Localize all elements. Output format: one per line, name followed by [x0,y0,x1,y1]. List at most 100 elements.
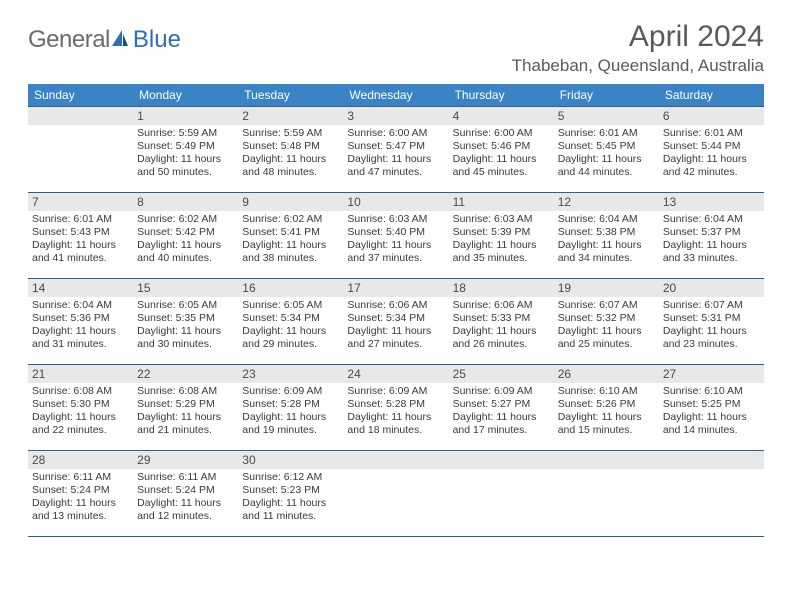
day-cell: 5Sunrise: 6:01 AMSunset: 5:45 PMDaylight… [554,107,659,193]
day-cell: 21Sunrise: 6:08 AMSunset: 5:30 PMDayligh… [28,365,133,451]
day-cell: 23Sunrise: 6:09 AMSunset: 5:28 PMDayligh… [238,365,343,451]
day-cell: 29Sunrise: 6:11 AMSunset: 5:24 PMDayligh… [133,451,238,537]
sunrise-text: Sunrise: 6:03 AM [453,213,550,226]
day-body: Sunrise: 6:04 AMSunset: 5:38 PMDaylight:… [554,211,659,270]
day-header-fri: Friday [554,84,659,107]
day-number: 1 [133,107,238,125]
day-body: Sunrise: 6:01 AMSunset: 5:43 PMDaylight:… [28,211,133,270]
location: Thabeban, Queensland, Australia [512,56,764,76]
sunrise-text: Sunrise: 6:09 AM [453,385,550,398]
sunset-text: Sunset: 5:43 PM [32,226,129,239]
daylight-text: Daylight: 11 hours and 34 minutes. [558,239,655,265]
day-cell: 10Sunrise: 6:03 AMSunset: 5:40 PMDayligh… [343,193,448,279]
day-cell: 19Sunrise: 6:07 AMSunset: 5:32 PMDayligh… [554,279,659,365]
day-number: 4 [449,107,554,125]
day-body: Sunrise: 6:09 AMSunset: 5:27 PMDaylight:… [449,383,554,442]
sunset-text: Sunset: 5:25 PM [663,398,760,411]
daylight-text: Daylight: 11 hours and 15 minutes. [558,411,655,437]
sunset-text: Sunset: 5:47 PM [347,140,444,153]
sunset-text: Sunset: 5:45 PM [558,140,655,153]
day-cell: 2Sunrise: 5:59 AMSunset: 5:48 PMDaylight… [238,107,343,193]
sunrise-text: Sunrise: 5:59 AM [137,127,234,140]
sunrise-text: Sunrise: 6:10 AM [558,385,655,398]
sunrise-text: Sunrise: 6:11 AM [32,471,129,484]
day-number: 22 [133,365,238,383]
day-number: 29 [133,451,238,469]
day-header-sat: Saturday [659,84,764,107]
sunset-text: Sunset: 5:29 PM [137,398,234,411]
sunrise-text: Sunrise: 6:05 AM [137,299,234,312]
daylight-text: Daylight: 11 hours and 23 minutes. [663,325,760,351]
day-number: 28 [28,451,133,469]
day-body: Sunrise: 6:07 AMSunset: 5:32 PMDaylight:… [554,297,659,356]
day-body: Sunrise: 6:02 AMSunset: 5:41 PMDaylight:… [238,211,343,270]
day-body: Sunrise: 6:08 AMSunset: 5:29 PMDaylight:… [133,383,238,442]
sunset-text: Sunset: 5:31 PM [663,312,760,325]
day-cell: 26Sunrise: 6:10 AMSunset: 5:26 PMDayligh… [554,365,659,451]
sail-icon [110,28,130,53]
header: General Blue April 2024 Thabeban, Queens… [28,20,764,76]
sunset-text: Sunset: 5:37 PM [663,226,760,239]
sunset-text: Sunset: 5:44 PM [663,140,760,153]
day-body: Sunrise: 6:11 AMSunset: 5:24 PMDaylight:… [133,469,238,528]
sunrise-text: Sunrise: 6:04 AM [558,213,655,226]
sunset-text: Sunset: 5:42 PM [137,226,234,239]
day-cell: 9Sunrise: 6:02 AMSunset: 5:41 PMDaylight… [238,193,343,279]
week-row: 28Sunrise: 6:11 AMSunset: 5:24 PMDayligh… [28,451,764,537]
sunrise-text: Sunrise: 6:05 AM [242,299,339,312]
day-cell: 14Sunrise: 6:04 AMSunset: 5:36 PMDayligh… [28,279,133,365]
sunrise-text: Sunrise: 5:59 AM [242,127,339,140]
day-number: 13 [659,193,764,211]
day-number: 24 [343,365,448,383]
day-body: Sunrise: 5:59 AMSunset: 5:49 PMDaylight:… [133,125,238,184]
sunset-text: Sunset: 5:38 PM [558,226,655,239]
daylight-text: Daylight: 11 hours and 26 minutes. [453,325,550,351]
day-cell: 30Sunrise: 6:12 AMSunset: 5:23 PMDayligh… [238,451,343,537]
day-body: Sunrise: 6:09 AMSunset: 5:28 PMDaylight:… [343,383,448,442]
day-cell: 25Sunrise: 6:09 AMSunset: 5:27 PMDayligh… [449,365,554,451]
sunrise-text: Sunrise: 6:08 AM [32,385,129,398]
sunset-text: Sunset: 5:35 PM [137,312,234,325]
logo-text-general: General [28,26,110,54]
day-body: Sunrise: 6:04 AMSunset: 5:37 PMDaylight:… [659,211,764,270]
day-number: 15 [133,279,238,297]
day-body: Sunrise: 6:12 AMSunset: 5:23 PMDaylight:… [238,469,343,528]
daylight-text: Daylight: 11 hours and 30 minutes. [137,325,234,351]
day-number [343,451,448,469]
day-number: 14 [28,279,133,297]
daylight-text: Daylight: 11 hours and 12 minutes. [137,497,234,523]
sunset-text: Sunset: 5:41 PM [242,226,339,239]
day-cell: 20Sunrise: 6:07 AMSunset: 5:31 PMDayligh… [659,279,764,365]
sunset-text: Sunset: 5:36 PM [32,312,129,325]
day-body: Sunrise: 6:01 AMSunset: 5:44 PMDaylight:… [659,125,764,184]
day-number: 26 [554,365,659,383]
day-body: Sunrise: 6:03 AMSunset: 5:40 PMDaylight:… [343,211,448,270]
sunrise-text: Sunrise: 6:02 AM [242,213,339,226]
daylight-text: Daylight: 11 hours and 47 minutes. [347,153,444,179]
sunset-text: Sunset: 5:33 PM [453,312,550,325]
daylight-text: Daylight: 11 hours and 40 minutes. [137,239,234,265]
day-cell [449,451,554,537]
day-cell: 4Sunrise: 6:00 AMSunset: 5:46 PMDaylight… [449,107,554,193]
daylight-text: Daylight: 11 hours and 45 minutes. [453,153,550,179]
day-number: 2 [238,107,343,125]
day-body: Sunrise: 6:00 AMSunset: 5:46 PMDaylight:… [449,125,554,184]
daylight-text: Daylight: 11 hours and 42 minutes. [663,153,760,179]
sunrise-text: Sunrise: 6:00 AM [347,127,444,140]
calendar-page: General Blue April 2024 Thabeban, Queens… [0,0,792,557]
day-number: 30 [238,451,343,469]
day-cell [554,451,659,537]
week-row: 1Sunrise: 5:59 AMSunset: 5:49 PMDaylight… [28,107,764,193]
day-body: Sunrise: 6:00 AMSunset: 5:47 PMDaylight:… [343,125,448,184]
sunrise-text: Sunrise: 6:08 AM [137,385,234,398]
sunset-text: Sunset: 5:24 PM [137,484,234,497]
day-number: 7 [28,193,133,211]
daylight-text: Daylight: 11 hours and 35 minutes. [453,239,550,265]
daylight-text: Daylight: 11 hours and 31 minutes. [32,325,129,351]
day-number [659,451,764,469]
day-number: 16 [238,279,343,297]
daylight-text: Daylight: 11 hours and 37 minutes. [347,239,444,265]
day-number: 23 [238,365,343,383]
day-body: Sunrise: 6:02 AMSunset: 5:42 PMDaylight:… [133,211,238,270]
sunset-text: Sunset: 5:24 PM [32,484,129,497]
